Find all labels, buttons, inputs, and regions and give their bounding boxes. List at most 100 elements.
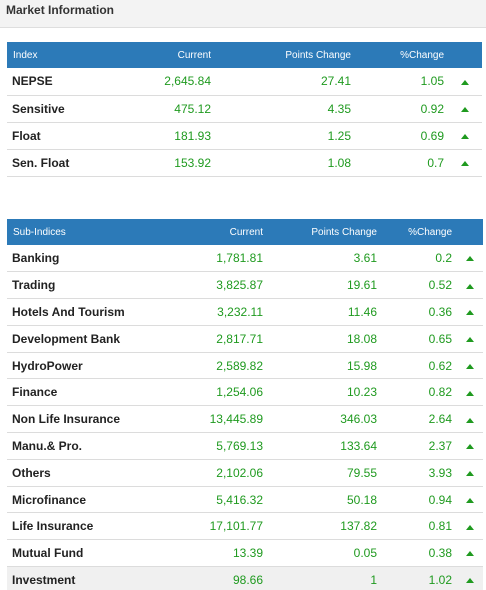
row-name[interactable]: Manu.& Pro. xyxy=(7,432,169,460)
table-row[interactable]: HydroPower 2,589.82 15.98 0.62 xyxy=(7,352,483,380)
up-arrow-icon xyxy=(465,390,474,396)
current-value: 98.66 xyxy=(169,566,267,590)
points-change-value: 15.98 xyxy=(267,352,381,380)
index-table: Index Current Points Change %Change NEPS… xyxy=(7,42,482,177)
points-change-value: 50.18 xyxy=(267,486,381,514)
trend-cell xyxy=(456,432,483,460)
column-header-trend xyxy=(456,219,483,245)
table-row[interactable]: Sen. Float 153.92 1.08 0.7 xyxy=(7,149,482,177)
current-value: 153.92 xyxy=(101,149,215,177)
row-name[interactable]: Banking xyxy=(7,245,169,273)
column-header-sub-indices[interactable]: Sub-Indices xyxy=(7,219,169,245)
trend-cell xyxy=(456,352,483,380)
current-value: 2,645.84 xyxy=(101,68,215,96)
up-arrow-icon xyxy=(465,283,474,289)
row-name[interactable]: Hotels And Tourism xyxy=(7,298,169,326)
row-name[interactable]: Finance xyxy=(7,378,169,407)
up-arrow-icon xyxy=(465,256,474,262)
pct-change-value: 0.62 xyxy=(381,352,456,380)
points-change-value: 19.61 xyxy=(267,271,381,300)
points-change-value: 79.55 xyxy=(267,459,381,487)
points-change-value: 10.23 xyxy=(267,378,381,407)
row-name[interactable]: Trading xyxy=(7,271,169,300)
pct-change-value: 1.02 xyxy=(381,566,456,590)
up-arrow-icon xyxy=(465,310,474,316)
pct-change-value: 0.38 xyxy=(381,539,456,568)
up-arrow-icon xyxy=(465,578,474,584)
current-value: 1,254.06 xyxy=(169,378,267,407)
table-row[interactable]: Others 2,102.06 79.55 3.93 xyxy=(7,459,483,487)
row-name[interactable]: Float xyxy=(7,122,101,150)
table-row[interactable]: Trading 3,825.87 19.61 0.52 xyxy=(7,271,483,300)
trend-cell xyxy=(448,122,482,150)
trend-cell xyxy=(456,566,483,590)
up-arrow-icon xyxy=(465,417,474,423)
points-change-value: 133.64 xyxy=(267,432,381,460)
table-row[interactable]: Hotels And Tourism 3,232.11 11.46 0.36 xyxy=(7,298,483,326)
table-row[interactable]: Development Bank 2,817.71 18.08 0.65 xyxy=(7,325,483,353)
current-value: 13,445.89 xyxy=(169,405,267,434)
pct-change-value: 0.69 xyxy=(355,122,448,150)
row-name[interactable]: NEPSE xyxy=(7,68,101,96)
row-name[interactable]: Sen. Float xyxy=(7,149,101,177)
current-value: 3,825.87 xyxy=(169,271,267,300)
pct-change-value: 0.52 xyxy=(381,271,456,300)
up-arrow-icon xyxy=(461,79,469,85)
up-arrow-icon xyxy=(465,471,474,477)
row-name[interactable]: Development Bank xyxy=(7,325,169,353)
trend-cell xyxy=(456,245,483,273)
column-header-current[interactable]: Current xyxy=(169,219,267,245)
current-value: 5,416.32 xyxy=(169,486,267,514)
trend-cell xyxy=(456,378,483,407)
up-arrow-icon xyxy=(465,337,474,343)
column-header-current[interactable]: Current xyxy=(101,42,215,68)
table-row[interactable]: Microfinance 5,416.32 50.18 0.94 xyxy=(7,486,483,514)
trend-cell xyxy=(456,486,483,514)
points-change-value: 4.35 xyxy=(215,95,355,123)
table-row[interactable]: Investment 98.66 1 1.02 xyxy=(7,566,483,590)
points-change-value: 18.08 xyxy=(267,325,381,353)
row-name[interactable]: Non Life Insurance xyxy=(7,405,169,434)
row-name[interactable]: HydroPower xyxy=(7,352,169,380)
table-row[interactable]: Sensitive 475.12 4.35 0.92 xyxy=(7,95,482,123)
points-change-value: 1.08 xyxy=(215,149,355,177)
current-value: 475.12 xyxy=(101,95,215,123)
trend-cell xyxy=(456,512,483,541)
table-row[interactable]: Manu.& Pro. 5,769.13 133.64 2.37 xyxy=(7,432,483,460)
current-value: 2,102.06 xyxy=(169,459,267,487)
table-row[interactable]: Mutual Fund 13.39 0.05 0.38 xyxy=(7,539,483,568)
row-name[interactable]: Investment xyxy=(7,566,169,590)
pct-change-value: 3.93 xyxy=(381,459,456,487)
column-header-points-change[interactable]: Points Change xyxy=(267,219,381,245)
up-arrow-icon xyxy=(461,106,469,112)
points-change-value: 11.46 xyxy=(267,298,381,326)
index-table-header: Index Current Points Change %Change xyxy=(7,42,482,68)
table-row[interactable]: NEPSE 2,645.84 27.41 1.05 xyxy=(7,68,482,96)
row-name[interactable]: Mutual Fund xyxy=(7,539,169,568)
table-row[interactable]: Non Life Insurance 13,445.89 346.03 2.64 xyxy=(7,405,483,434)
sub-indices-table-header: Sub-Indices Current Points Change %Chang… xyxy=(7,219,483,245)
row-name[interactable]: Life Insurance xyxy=(7,512,169,541)
up-arrow-icon xyxy=(465,363,474,369)
pct-change-value: 2.64 xyxy=(381,405,456,434)
current-value: 2,817.71 xyxy=(169,325,267,353)
row-name[interactable]: Others xyxy=(7,459,169,487)
column-header-trend xyxy=(448,42,482,68)
pct-change-value: 0.7 xyxy=(355,149,448,177)
row-name[interactable]: Sensitive xyxy=(7,95,101,123)
up-arrow-icon xyxy=(465,497,474,503)
column-header-pct-change[interactable]: %Change xyxy=(381,219,456,245)
column-header-points-change[interactable]: Points Change xyxy=(215,42,355,68)
current-value: 5,769.13 xyxy=(169,432,267,460)
table-row[interactable]: Life Insurance 17,101.77 137.82 0.81 xyxy=(7,512,483,541)
row-name[interactable]: Microfinance xyxy=(7,486,169,514)
pct-change-value: 1.05 xyxy=(355,68,448,96)
table-row[interactable]: Banking 1,781.81 3.61 0.2 xyxy=(7,245,483,273)
table-row[interactable]: Float 181.93 1.25 0.69 xyxy=(7,122,482,150)
up-arrow-icon xyxy=(465,551,474,557)
column-header-index[interactable]: Index xyxy=(7,42,101,68)
points-change-value: 137.82 xyxy=(267,512,381,541)
current-value: 13.39 xyxy=(169,539,267,568)
table-row[interactable]: Finance 1,254.06 10.23 0.82 xyxy=(7,378,483,407)
column-header-pct-change[interactable]: %Change xyxy=(355,42,448,68)
